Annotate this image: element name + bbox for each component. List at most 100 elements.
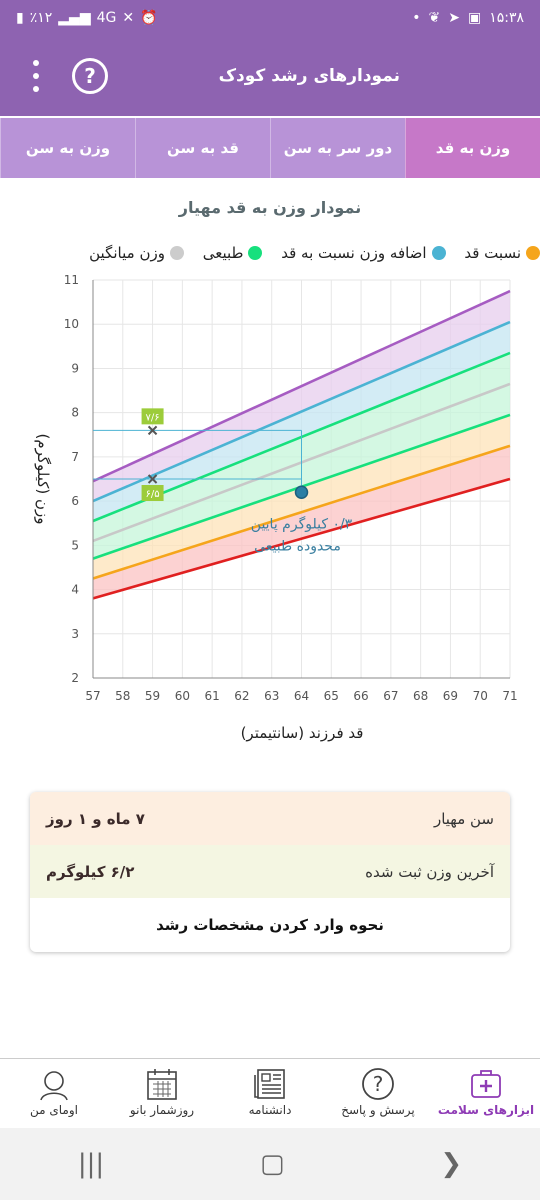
annotation-line-1: ۰/۳ کیلوگرم پایین (251, 515, 353, 532)
battery-percent: ٪۱۲ (29, 10, 53, 26)
calendar-icon (147, 1069, 177, 1100)
clock-time: ۱۵:۳۸ (489, 10, 524, 26)
growth-chart[interactable]: 57 58 59 60 61 62 63 64 65 66 67 68 69 70 712345678910… (0, 268, 540, 758)
legend-dot (248, 246, 263, 260)
marker-badge (141, 485, 164, 501)
series-line-1 (92, 444, 511, 580)
nav-my-profile[interactable]: اومای من (0, 1059, 108, 1129)
last-weight-value: ۶/۲ کیلوگرم (46, 862, 135, 881)
x-tick-label: 62 (234, 689, 249, 703)
series-line-5 (92, 320, 511, 503)
age-row: سن مهیار ۷ ماه و ۱ روز (30, 792, 510, 845)
x-tick-label: 68 (413, 689, 428, 703)
bottom-nav: اومای من روزشمار بانو دانشنامه ? پرسش و … (0, 1058, 540, 1128)
system-nav-bar: ||| ▢ ❯ (0, 1128, 540, 1200)
marker-label: ۷/۶ (146, 412, 160, 423)
home-icon[interactable]: ▢ (259, 1149, 285, 1179)
x-axis-label: قد فرزند (سانتیمتر) (241, 724, 364, 742)
y-tick-label: 9 (71, 361, 79, 375)
recent-apps-icon[interactable]: ||| (77, 1149, 105, 1179)
legend-item-normal[interactable]: طبیعی (203, 244, 263, 262)
alarm-icon: ⏰ (140, 10, 158, 26)
marker-0: ۷/۶ (141, 408, 164, 436)
tab-height-for-age[interactable]: قد به سن (135, 118, 270, 178)
nav-qa[interactable]: ? پرسش و پاسخ (324, 1059, 432, 1129)
current-point (294, 485, 309, 500)
x-tick-label: 61 (205, 689, 220, 703)
legend-dot (526, 246, 540, 260)
nav-calendar[interactable]: روزشمار بانو (108, 1059, 216, 1129)
x-tick-label: 71 (502, 689, 517, 703)
howto-link[interactable]: نحوه وارد کردن مشخصات رشد (156, 916, 384, 934)
x-tick-label: 65 (324, 689, 339, 703)
marker-badge (141, 408, 164, 425)
status-right: • ❦ ➤ ▣ ۱۵:۳۸ (412, 10, 524, 26)
marker-cross (147, 425, 158, 436)
y-tick-label: 6 (71, 494, 79, 508)
y-tick-label: 3 (71, 627, 79, 641)
more-menu-icon[interactable] (26, 60, 46, 92)
nav-encyclopedia[interactable]: دانشنامه (216, 1059, 324, 1129)
y-tick-label: 7 (71, 450, 79, 464)
y-tick-label: 5 (71, 538, 79, 552)
image-icon: ▣ (467, 10, 482, 26)
x-tick-label: 59 (145, 689, 160, 703)
battery-icon: ▮ (16, 10, 24, 26)
marker-1: ۶/۵ (141, 474, 164, 501)
x-tick-label: 58 (115, 689, 130, 703)
y-tick-label: 4 (71, 583, 79, 597)
x-tick-label: 66 (353, 689, 368, 703)
y-tick-label: 10 (64, 317, 79, 331)
chart-legend: نسبت قد اضافه وزن نسبت به قد طبیعی وزن م… (0, 244, 540, 268)
signal-icon: ▂▄▆ (58, 10, 91, 26)
legend-item-average[interactable]: وزن میانگین (89, 244, 184, 262)
nav-health-tools[interactable]: ابزارهای سلامت (432, 1059, 540, 1129)
tab-weight-for-age[interactable]: وزن به سن (0, 118, 135, 178)
marker-cross (147, 474, 158, 484)
status-left: ▮ ٪۱۲ ▂▄▆ 4G ✕ ⏰ (16, 10, 158, 26)
back-icon[interactable]: ❯ (440, 1149, 463, 1179)
x-tick-label: 63 (264, 689, 279, 703)
medical-kit-icon (471, 1070, 501, 1098)
tab-head-for-age[interactable]: دور سر به سن (270, 118, 405, 178)
marker-label: ۶/۵ (146, 489, 160, 500)
network-type: 4G (96, 10, 117, 26)
info-card: سن مهیار ۷ ماه و ۱ روز آخرین وزن ثبت شده… (30, 792, 510, 952)
profile-icon (40, 1071, 68, 1101)
chart-band (93, 322, 510, 522)
y-axis-label: وزن (کیلوگرم) (34, 433, 52, 524)
legend-item-height-ratio[interactable]: نسبت قد (464, 244, 540, 262)
last-weight-label: آخرین وزن ثبت شده (365, 862, 494, 881)
question-icon: ? (362, 1068, 394, 1100)
status-bar: ▮ ٪۱۲ ▂▄▆ 4G ✕ ⏰ • ❦ ➤ ▣ ۱۵:۳۸ (0, 0, 540, 36)
x-tick-label: 69 (443, 689, 458, 703)
x-tick-label: 57 (85, 689, 100, 703)
chart-band (93, 291, 510, 502)
leaf-icon: ❦ (428, 10, 441, 26)
newspaper-icon (254, 1069, 285, 1099)
app-bar: ? نمودارهای رشد کودک (0, 36, 540, 116)
x-tick-label: 67 (383, 689, 398, 703)
chart-band (93, 445, 510, 599)
chart-title: نمودار وزن به قد مهیار (178, 198, 362, 217)
help-icon[interactable]: ? (72, 58, 108, 94)
page-title: نمودارهای رشد کودک (218, 66, 400, 86)
age-value: ۷ ماه و ۱ روز (46, 809, 145, 828)
legend-dot (431, 246, 446, 260)
mute-icon: ✕ (122, 10, 135, 26)
tab-weight-for-height[interactable]: وزن به قد (405, 118, 540, 178)
age-label: سن مهیار (433, 809, 494, 828)
legend-item-overweight[interactable]: اضافه وزن نسبت به قد (281, 244, 446, 262)
last-weight-row: آخرین وزن ثبت شده ۶/۲ کیلوگرم (30, 845, 510, 898)
chart-tabs: وزن به سن قد به سن دور سر به سن وزن به ق… (0, 118, 540, 178)
x-tick-label: 60 (175, 689, 190, 703)
series-line-6 (92, 289, 511, 483)
svg-text:?: ? (373, 1072, 384, 1096)
x-tick-label: 64 (294, 689, 309, 703)
telegram-icon: ➤ (448, 10, 460, 26)
series-line-0 (92, 477, 511, 600)
x-tick-label: 70 (473, 689, 488, 703)
y-tick-label: 8 (71, 406, 79, 420)
y-tick-label: 11 (64, 273, 79, 287)
y-tick-label: 2 (71, 671, 79, 685)
